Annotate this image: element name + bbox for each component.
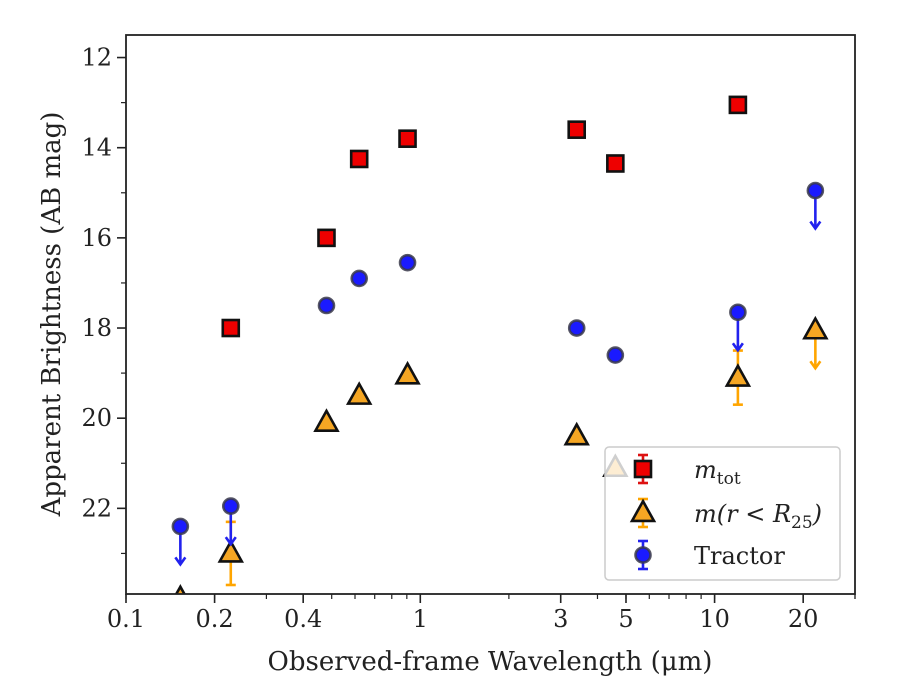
triangle-marker [563,421,590,446]
circle-marker [606,346,625,364]
series-tractor [171,181,825,567]
x-tick-label: 3 [553,605,568,633]
square-marker [728,95,748,115]
legend-label: Tractor [694,542,785,570]
series-mtot [221,95,748,338]
y-tick-label: 18 [81,314,112,342]
legend-entry-tractor: Tractor [634,539,785,571]
circle-marker [171,517,190,536]
x-tick-label: 0.1 [107,605,145,633]
upper-limit-arrow-head [809,220,822,231]
square-marker [633,459,653,479]
mr25-point [174,584,186,594]
y-tick-label: 14 [81,134,112,162]
upper-limit-arrow-head [731,342,744,353]
upper-limit-arrow-head [174,556,187,567]
y-tick-label: 12 [81,44,112,72]
mtot-point [728,95,748,115]
x-tick-label: 0.4 [284,605,322,633]
legend-box [604,446,841,581]
legend-label: mtot [694,456,741,489]
circle-marker [729,303,747,322]
square-marker [317,228,336,248]
square-marker [606,154,625,173]
mr25-point [394,360,421,385]
circle-marker [398,253,417,272]
tractor-point [567,319,586,337]
x-tick-label: 1 [413,605,428,633]
x-tick-label: 20 [788,605,819,633]
triangle-marker [629,498,657,523]
square-marker [398,129,417,148]
y-tick-label: 22 [81,494,112,522]
legend-label-main: m [694,456,717,484]
triangle-marker [394,360,421,385]
triangle-marker [217,538,245,563]
circle-marker [567,319,586,337]
tractor-point [806,181,825,231]
legend-entry-mtot: mtot [633,453,741,489]
square-marker [221,318,241,338]
triangle-marker [174,584,186,594]
square-marker [349,149,369,169]
triangle-marker [724,363,752,387]
legend-label: m(r < R25) [694,500,822,533]
upper-limit-arrow-head [224,536,237,547]
triangle-marker [313,408,340,432]
mtot-point [398,129,417,148]
x-axis-label: Observed-frame Wavelength (μm) [268,647,713,677]
x-tick-label: 0.2 [196,605,234,633]
mr25-point [802,315,829,371]
mtot-point [606,154,625,173]
tractor-point [729,303,747,353]
y-tick-label: 20 [81,404,112,432]
mtot-point [567,120,587,139]
legend-label-subscript: 25 [791,513,813,533]
mr25-point [724,349,752,406]
square-marker [567,120,587,139]
legend: mtot m(r < R25) Tractor [604,446,841,581]
tractor-point [606,346,625,364]
x-axis-ticks: 0.1 0.2 0.4 1 3 5 10 20 [107,594,856,633]
mtot-point [317,228,336,248]
circle-marker [634,546,652,564]
mtot-point [349,149,369,169]
mr25-point [563,421,590,446]
legend-entry-mr25: m(r < R25) [629,497,822,533]
tractor-point [317,296,336,315]
tractor-point [221,497,240,547]
tractor-point [350,269,368,288]
triangle-marker [345,381,373,405]
mtot-point [221,318,241,338]
plot-frame [125,34,856,595]
legend-label-main: Tractor [694,542,785,570]
upper-limit-arrow-head [809,360,822,371]
y-axis-label: Apparent Brightness (AB mag) [37,112,67,518]
legend-label-main: m(r < R [694,500,791,528]
y-tick-label: 16 [81,224,112,252]
legend-label-tail: ) [812,500,822,528]
legend-label-subscript: tot [717,469,741,489]
mr25-point [313,408,340,432]
circle-marker [806,181,825,200]
tractor-point [398,253,417,272]
tractor-point [171,517,190,567]
circle-marker [317,296,336,315]
triangle-marker [802,315,829,340]
circle-marker [221,497,240,515]
circle-marker [350,269,368,288]
y-axis-ticks: 12 14 16 18 20 22 [81,44,126,555]
mr25-point [345,381,373,405]
x-tick-label: 10 [699,605,730,633]
x-tick-label: 5 [618,605,633,633]
